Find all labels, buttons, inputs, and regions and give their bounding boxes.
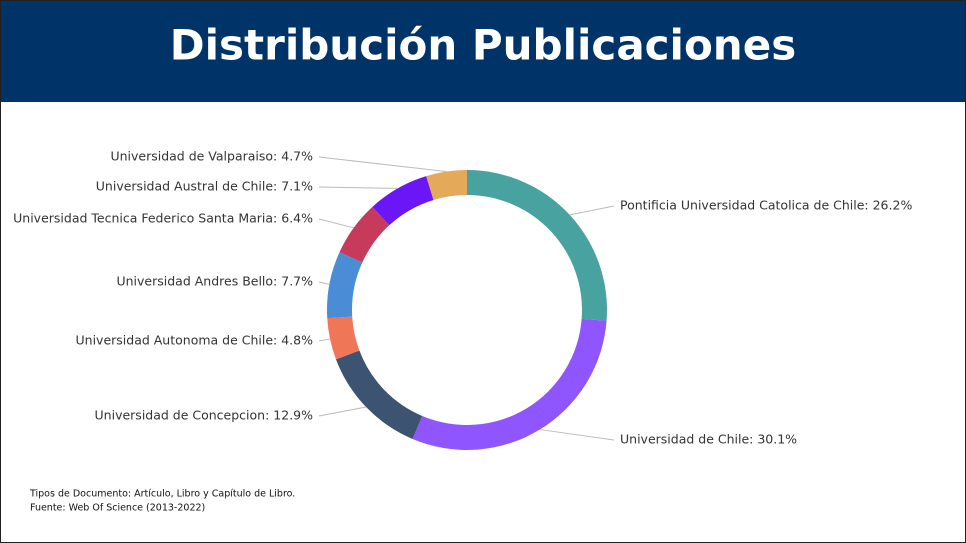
donut-segment [339,206,390,263]
chart-title: Distribución Publicaciones [170,21,796,70]
data-label: Universidad de Chile: 30.1% [620,432,797,447]
data-label: Universidad Tecnica Federico Santa Maria… [13,211,313,226]
leader-line [318,186,398,189]
data-label: Universidad Autonoma de Chile: 4.8% [76,333,314,348]
donut-segment [327,316,360,360]
footnote: Fuente: Web Of Science (2013-2022) [30,503,205,514]
donut-segment [372,176,434,226]
data-label: Pontificia Universidad Catolica de Chile… [620,198,912,213]
donut-segment [426,170,467,200]
leader-line [318,156,447,173]
data-label: Universidad de Valparaiso: 4.7% [110,149,313,164]
donut-segment [326,252,363,319]
title-banner [1,1,965,102]
donut-segment [335,350,423,439]
leader-line [539,429,615,441]
footnote: Tipos de Documento: Artículo, Libro y Ca… [29,489,295,500]
donut-segment [412,318,607,450]
leader-line [318,338,331,342]
leader-line [318,218,354,229]
data-label: Universidad de Concepcion: 12.9% [95,408,314,423]
leader-line [318,281,330,285]
data-label: Universidad Andres Bello: 7.7% [116,274,313,289]
leader-line [569,205,615,216]
data-label: Universidad Austral de Chile: 7.1% [96,179,313,194]
donut-segment [467,170,607,321]
leader-line [318,406,367,417]
